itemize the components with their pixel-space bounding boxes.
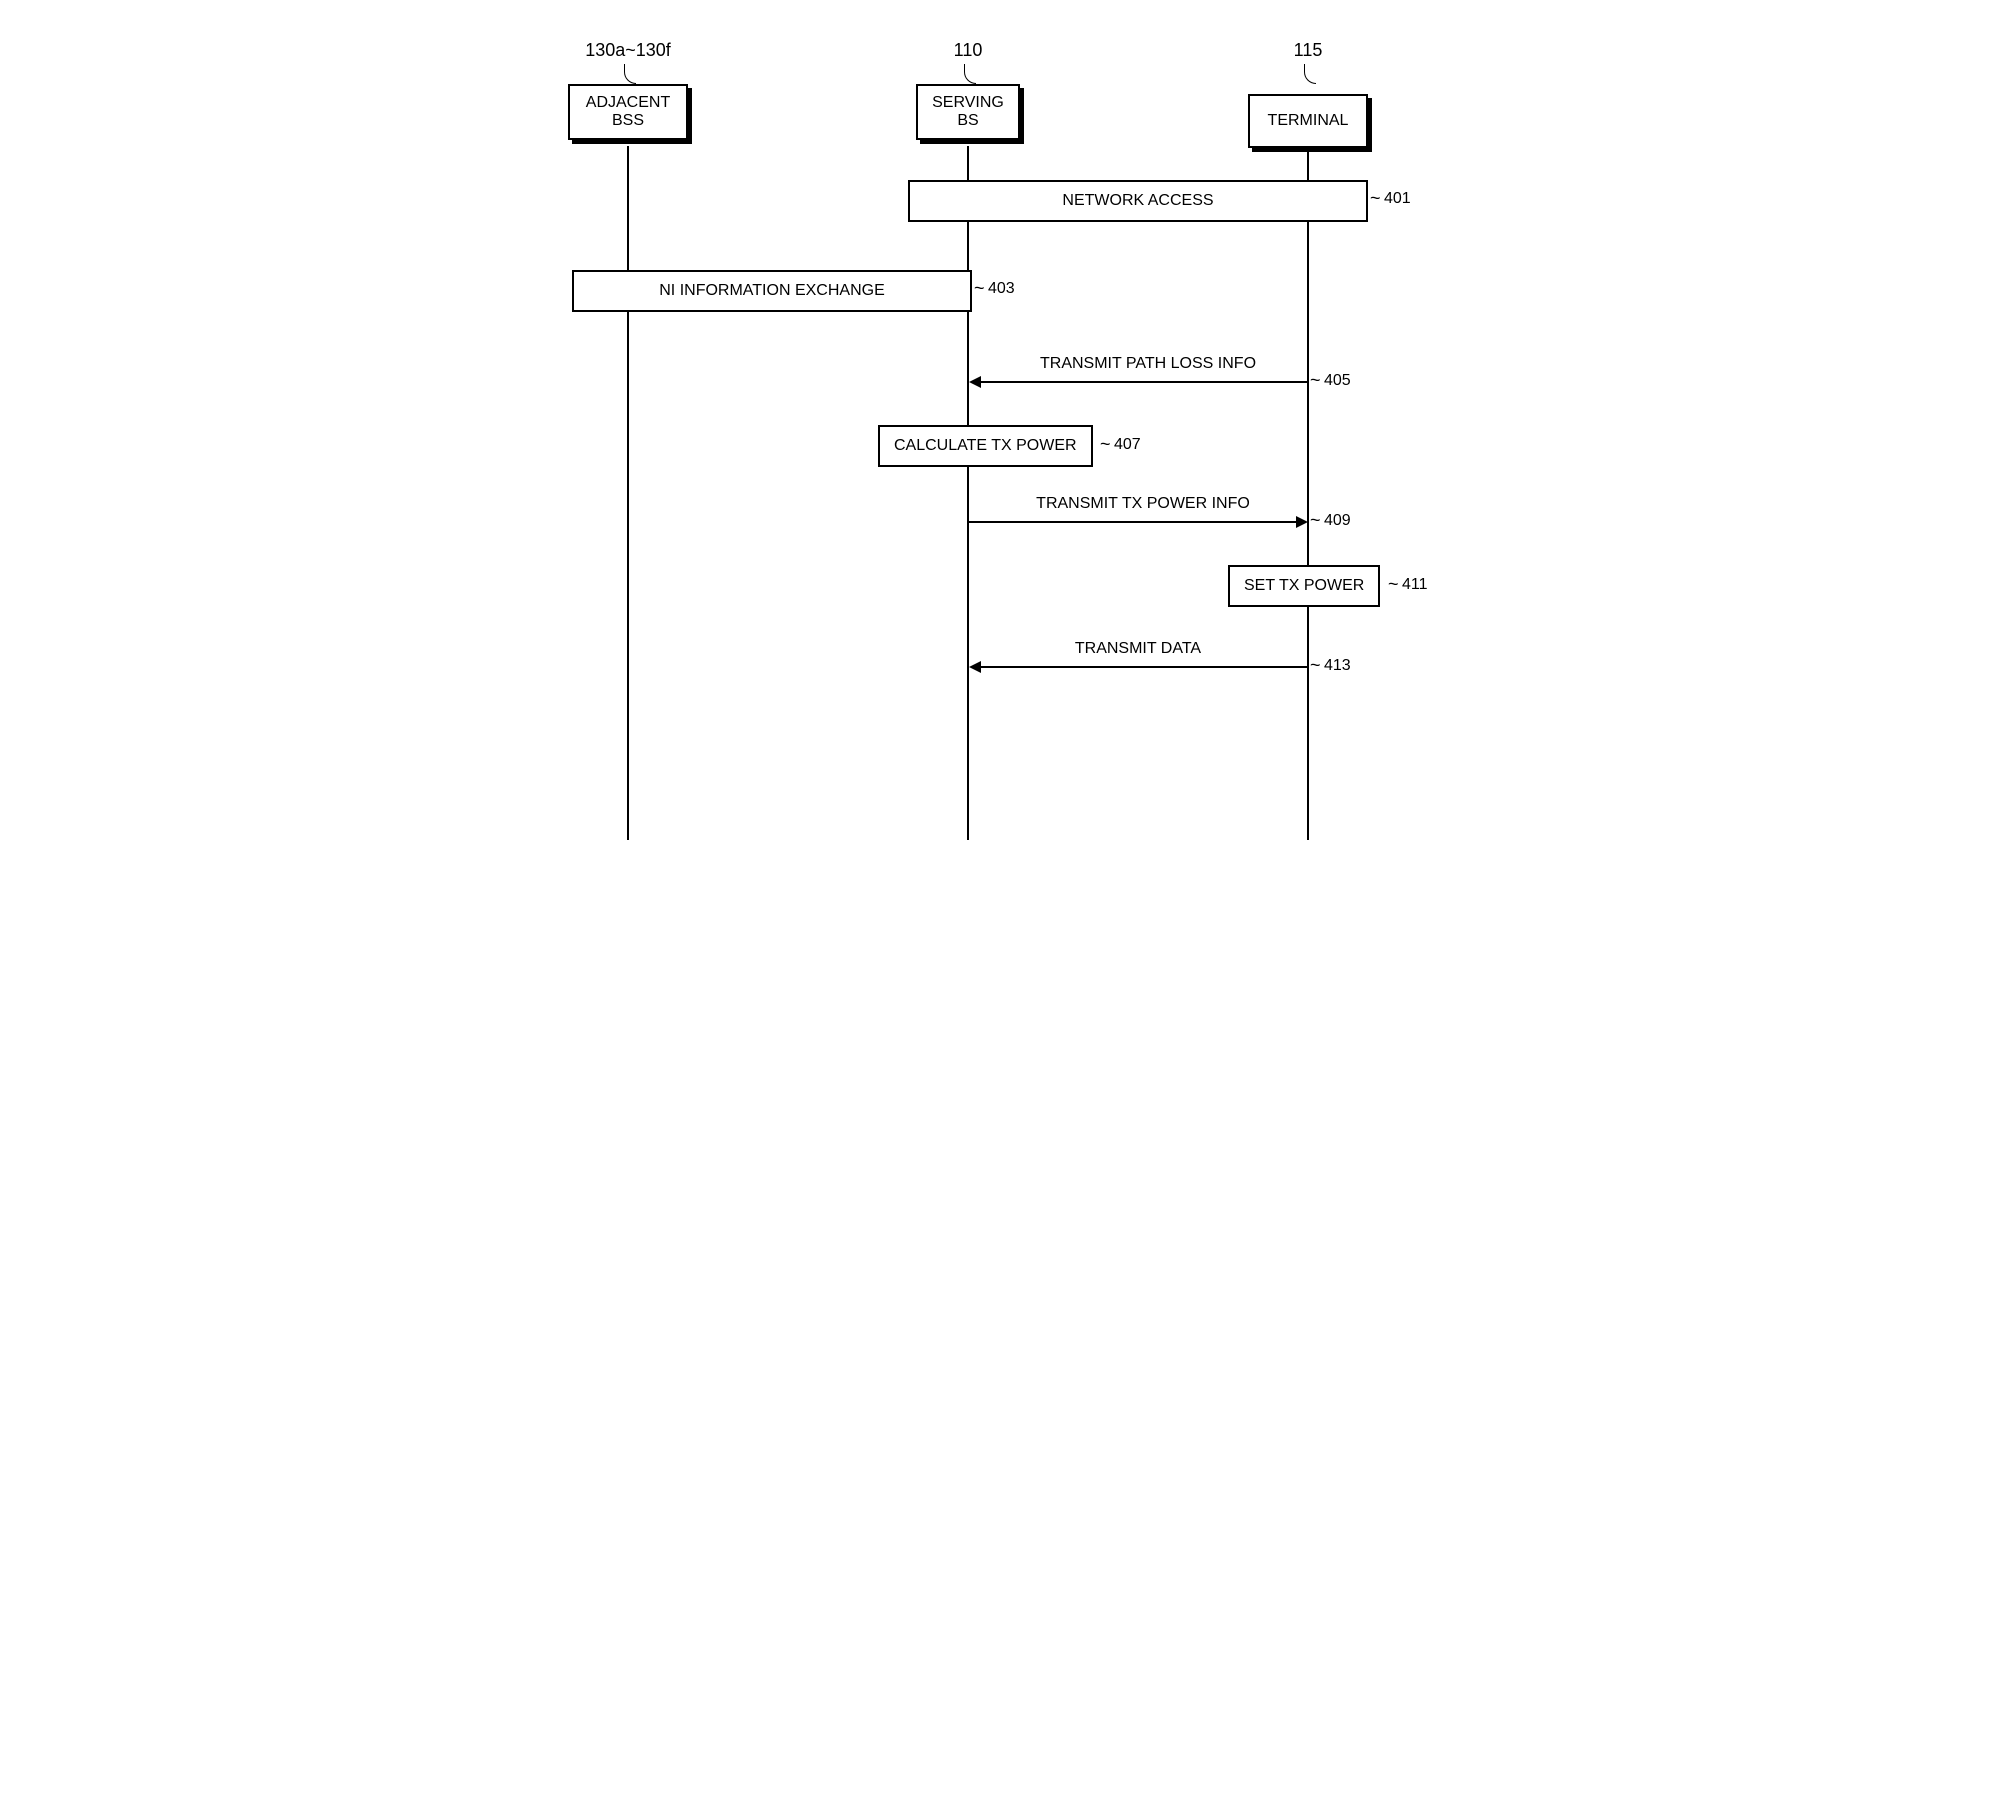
calc-power-box: CALCULATE TX POWER (878, 425, 1093, 467)
set-tx-power-box: SET TX POWER (1228, 565, 1380, 607)
tx-power-label: TRANSMIT TX POWER INFO (998, 495, 1288, 513)
ni-exchange-box: NI INFORMATION EXCHANGE (572, 270, 972, 312)
path-loss-label: TRANSMIT PATH LOSS INFO (998, 355, 1298, 373)
set-tx-power-ref: 411 (1402, 576, 1428, 594)
ni-exchange-tilde: ~ (974, 278, 985, 299)
serving-lifeline (967, 146, 969, 840)
path-loss-arrowhead (969, 376, 981, 388)
ni-exchange-ref: 403 (988, 280, 1015, 298)
network-access-tilde: ~ (1370, 188, 1381, 209)
serving-ref-curve (964, 64, 976, 84)
calc-power-ref: 407 (1114, 436, 1141, 454)
terminal-ref-curve (1304, 64, 1316, 84)
terminal-lifeline (1307, 150, 1309, 840)
tx-power-arrowhead (1296, 516, 1308, 528)
sequence-diagram: 130a~130f 110 115 ADJACENT BSS SERVING B… (538, 40, 1458, 860)
tx-power-ref: 409 (1324, 512, 1351, 530)
calc-power-tilde: ~ (1100, 434, 1111, 455)
set-tx-power-tilde: ~ (1388, 574, 1399, 595)
transmit-data-arrow (979, 666, 1308, 668)
transmit-data-label: TRANSMIT DATA (1038, 640, 1238, 658)
terminal-box: TERMINAL (1248, 94, 1368, 148)
adjacent-box: ADJACENT BSS (568, 84, 688, 140)
path-loss-arrow (979, 381, 1308, 383)
serving-ref: 110 (943, 40, 993, 61)
adjacent-ref: 130a~130f (578, 40, 678, 61)
serving-box: SERVING BS (916, 84, 1020, 140)
adjacent-lifeline (627, 146, 629, 840)
network-access-box: NETWORK ACCESS (908, 180, 1368, 222)
tx-power-tilde: ~ (1310, 510, 1321, 531)
adjacent-ref-curve (624, 64, 636, 84)
terminal-ref: 115 (1283, 40, 1333, 61)
network-access-ref: 401 (1384, 190, 1411, 208)
path-loss-tilde: ~ (1310, 370, 1321, 391)
transmit-data-ref: 413 (1324, 657, 1351, 675)
transmit-data-arrowhead (969, 661, 981, 673)
tx-power-arrow (969, 521, 1297, 523)
transmit-data-tilde: ~ (1310, 655, 1321, 676)
path-loss-ref: 405 (1324, 372, 1351, 390)
